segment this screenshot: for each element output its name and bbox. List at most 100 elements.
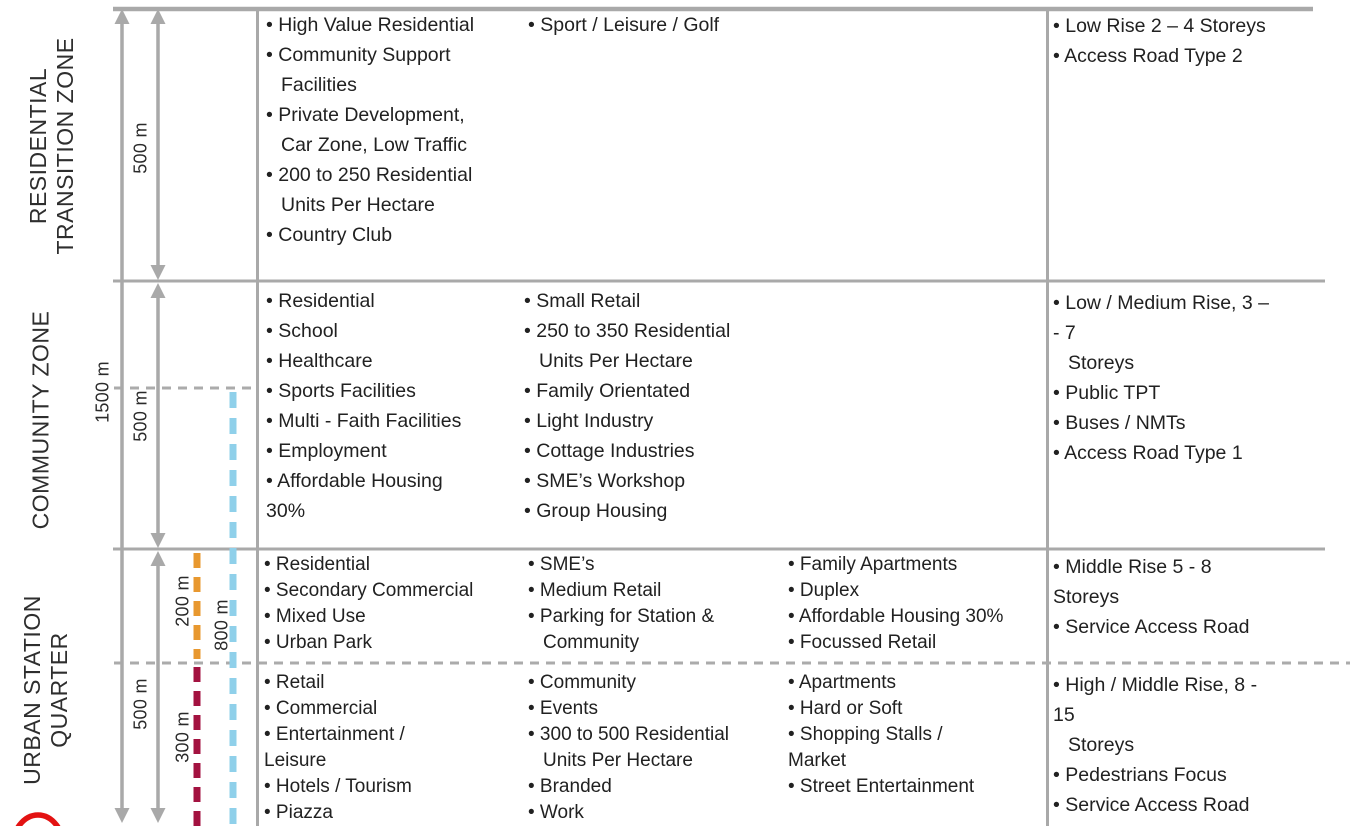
zone-label-line: RESIDENTIAL	[25, 67, 51, 225]
list-item: Storeys	[1068, 734, 1135, 756]
zone-label-line: QUARTER	[46, 632, 72, 748]
list-item: • Focussed Retail	[788, 632, 937, 653]
list-item: • Community	[528, 672, 637, 693]
list-item: • Private Development,	[266, 104, 465, 126]
list-item: • Family Apartments	[788, 554, 958, 575]
list-item: • SME’s Workshop	[524, 470, 686, 492]
zone-label-line: URBAN STATION	[19, 595, 45, 785]
rtz-guidelines-list: • Low Rise 2 – 4 Storeys • Access Road Ty…	[1053, 11, 1345, 71]
zone-label-community: COMMUNITY ZONE	[28, 311, 55, 530]
list-item: • Entertainment /	[264, 724, 405, 745]
red-highlight-circle	[15, 812, 61, 826]
list-item: • Events	[528, 698, 599, 719]
list-item: • Branded	[528, 776, 612, 797]
list-item: • Urban Park	[264, 632, 373, 653]
list-item: • Shopping Stalls /	[788, 724, 943, 745]
cz-landuse-list: • Residential • School • Healthcare • Sport…	[266, 286, 521, 526]
list-item: • Access Road Type 2	[1053, 45, 1243, 67]
list-item: • Mixed Use	[264, 606, 366, 627]
measurement-800m: 800 m	[211, 599, 232, 651]
list-item: • 300 to 500 Residential	[528, 724, 730, 745]
list-item: • 200 to 250 Residential	[266, 164, 473, 186]
list-item: • Hard or Soft	[788, 698, 903, 719]
list-item: • Retail	[264, 672, 325, 693]
usq-ring-activity-list: • SME’s • Medium Retail • Parking for Stat…	[528, 552, 788, 656]
list-item: Community	[543, 632, 640, 653]
scale-arrow-1500m	[114, 9, 130, 823]
list-item: Market	[788, 750, 847, 771]
usq-ring-landuse-list: • Residential • Secondary Commercial • Mix…	[264, 552, 529, 656]
arrowhead-up-icon	[150, 9, 166, 24]
zone-label-urban-station: URBAN STATION QUARTER	[19, 595, 73, 785]
usq-core-housing-list: • Apartments • Hard or Soft • Shopping Sta…	[788, 670, 1048, 800]
list-item: • Low Rise 2 – 4 Storeys	[1053, 15, 1266, 37]
arrowhead-down-icon	[114, 808, 130, 823]
cz-activity-list: • Small Retail • 250 to 350 Residential Un…	[524, 286, 804, 526]
list-item: • Affordable Housing 30%	[788, 606, 1004, 627]
zone-label-line: COMMUNITY ZONE	[27, 310, 54, 530]
measurement-zone2-500m: 500 m	[130, 390, 151, 442]
list-item: Storeys	[1053, 586, 1120, 608]
arrowhead-down-icon	[150, 533, 166, 548]
list-item: • Public TPT	[1053, 382, 1161, 404]
usq-core-activity-list: • Community • Events • 300 to 500 Resident…	[528, 670, 788, 826]
list-item: Units Per Hectare	[539, 350, 693, 372]
list-item: • Secondary Commercial	[264, 580, 474, 601]
list-item: • Medium Retail	[528, 580, 662, 601]
list-item: • Cottage Industries	[524, 440, 695, 462]
measurement-zone3-500m: 500 m	[130, 678, 151, 730]
list-item: Units Per Hectare	[281, 194, 435, 216]
measurement-1500m: 1500 m	[92, 361, 113, 423]
arrowhead-down-icon	[150, 808, 166, 823]
list-item: Car Zone, Low Traffic	[281, 134, 468, 156]
list-item: • Duplex	[788, 580, 860, 601]
arrowhead-up-icon	[114, 9, 130, 24]
list-item: 15	[1053, 704, 1075, 726]
arrowhead-up-icon	[150, 283, 166, 298]
list-item: • Work	[528, 802, 584, 823]
usq-core-guidelines-list: • High / Middle Rise, 8 - 15 Storeys • Pede…	[1053, 670, 1345, 820]
list-item: • SME’s	[528, 554, 595, 575]
list-item: • Community Support	[266, 44, 451, 66]
list-item: • Service Access Road	[1053, 616, 1250, 638]
list-item: Leisure	[264, 750, 327, 771]
list-item: • Street Entertainment	[788, 776, 975, 797]
usq-ring-guidelines-list: • Middle Rise 5 - 8 Storeys • Service Acce…	[1053, 552, 1345, 642]
list-item: • School	[266, 320, 338, 342]
list-item: • Pedestrians Focus	[1053, 764, 1227, 786]
list-item: • Parking for Station &	[528, 606, 715, 627]
list-item: • Piazza	[264, 802, 333, 823]
measurement-zone1-500m: 500 m	[130, 122, 151, 174]
arrowhead-down-icon	[150, 265, 166, 280]
usq-ring-housing-list: • Family Apartments • Duplex • Affordable …	[788, 552, 1048, 656]
list-item: • Sport / Leisure / Golf	[528, 14, 720, 36]
list-item: • Middle Rise 5 - 8	[1053, 556, 1212, 578]
measurement-300m: 300 m	[172, 711, 193, 763]
list-item: • Commercial	[264, 698, 378, 719]
list-item: • Residential	[266, 290, 375, 312]
list-item: • Family Orientated	[524, 380, 691, 402]
list-item: • Country Club	[266, 224, 393, 246]
list-item: • Access Road Type 1	[1053, 442, 1243, 464]
list-item: • High / Middle Rise, 8 -	[1053, 674, 1258, 696]
usq-core-landuse-list: • Retail • Commercial • Entertainment / Lei…	[264, 670, 529, 826]
list-item: • Light Industry	[524, 410, 654, 432]
zone-label-line: TRANSITION ZONE	[52, 37, 78, 255]
list-item: • Multi - Faith Facilities	[266, 410, 462, 432]
list-item: • Apartments	[788, 672, 897, 693]
rtz-landuse-list: • High Value Residential • Community Supp…	[266, 10, 521, 250]
list-item: • Hotels / Tourism	[264, 776, 412, 797]
list-item: • High Value Residential	[266, 14, 475, 36]
list-item: • Affordable Housing	[266, 470, 443, 492]
rtz-activity-list: • Sport / Leisure / Golf	[528, 10, 828, 40]
list-item: - 7	[1053, 322, 1076, 344]
list-item: Storeys	[1068, 352, 1135, 374]
scale-arrow-zone2-500m	[150, 283, 166, 548]
list-item: Facilities	[281, 74, 357, 96]
list-item: Units Per Hectare	[543, 750, 693, 771]
list-item: • Healthcare	[266, 350, 373, 372]
arrowhead-up-icon	[150, 551, 166, 566]
list-item: • 250 to 350 Residential	[524, 320, 731, 342]
zone-label-residential-transition: RESIDENTIAL TRANSITION ZONE	[25, 37, 79, 254]
